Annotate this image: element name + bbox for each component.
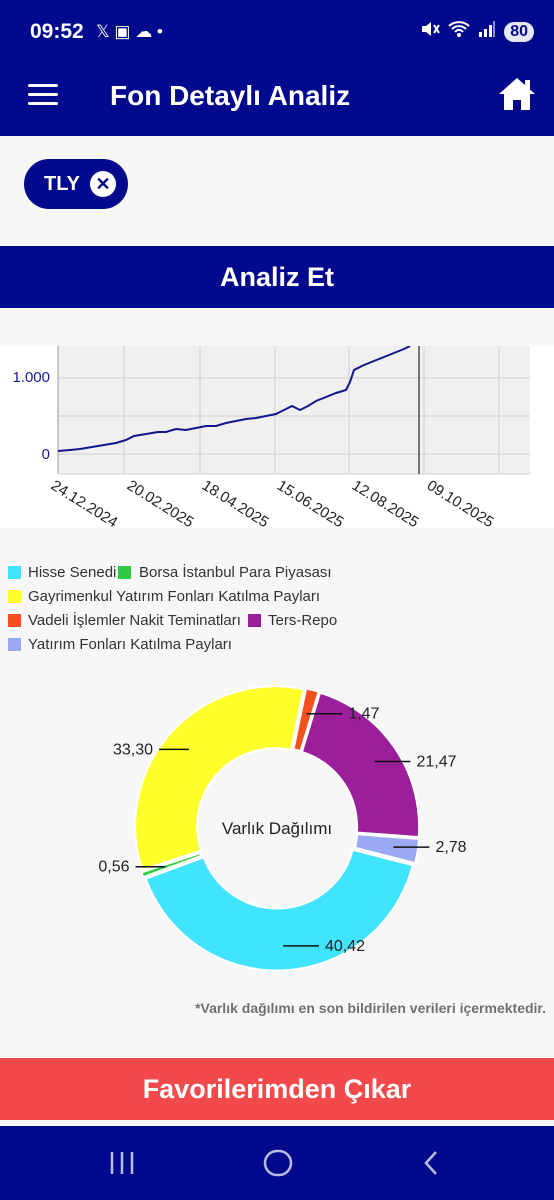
x-tick-label: 15.06.2025 [274, 477, 347, 528]
battery-indicator: 80 [504, 21, 534, 42]
status-bar: 09:52 𝕏 ▣ ☁ • 80 [0, 0, 554, 64]
legend-swatch [8, 590, 21, 603]
price-series-line [57, 345, 411, 452]
donut-slice[interactable] [144, 848, 414, 972]
legend-label: Borsa İstanbul Para Piyasası [139, 564, 332, 581]
legend-label: Ters-Repo [268, 612, 338, 629]
legend-item[interactable]: Vadeli İşlemler Nakit Teminatları [8, 612, 241, 629]
legend-label: Vadeli İşlemler Nakit Teminatları [28, 612, 241, 629]
slice-value-label: 2,78 [435, 839, 466, 856]
back-icon[interactable] [414, 1146, 454, 1180]
donut-svg: 40,42 0,56 33,30 1,47 21,47 2,78 Varlık Dağıl… [98, 685, 467, 972]
circle-home-icon[interactable] [258, 1146, 298, 1180]
legend-item[interactable]: Hisse Senedi [8, 564, 116, 581]
x-tick-label: 12.08.2025 [349, 477, 422, 528]
y-tick-label: 1.000 [12, 369, 50, 386]
remove-favorite-button[interactable]: Favorilerimden Çıkar [0, 1058, 554, 1120]
fund-chip[interactable]: TLY ✕ [24, 159, 128, 209]
slice-value-label: 21,47 [416, 753, 456, 770]
close-icon[interactable]: ✕ [90, 171, 116, 197]
home-icon[interactable] [496, 74, 538, 119]
recents-icon[interactable] [104, 1146, 144, 1180]
price-line-chart: 1.000 0 24.12.2024 20.02.2025 18.04.2025… [0, 345, 554, 531]
system-icons: 80 [420, 20, 534, 43]
legend-swatch [8, 638, 21, 651]
donut-slice[interactable] [292, 687, 320, 753]
donut-slice[interactable] [300, 691, 421, 839]
legend-swatch [118, 566, 131, 579]
page-title: Fon Detaylı Analiz [110, 80, 351, 111]
legend-label: Gayrimenkul Yatırım Fonları Katılma Payl… [28, 588, 321, 605]
fund-chip-label: TLY [44, 172, 80, 195]
donut-center-label: Varlık Dağılımı [222, 819, 332, 838]
legend-label: Yatırım Fonları Katılma Payları [28, 636, 232, 653]
grid-lines [58, 346, 530, 475]
legend-swatch [248, 614, 261, 627]
app-bar: Fon Detaylı Analiz [0, 64, 554, 136]
mute-icon [420, 20, 441, 43]
y-tick-label: 0 [42, 446, 50, 463]
x-tick-label: 18.04.2025 [199, 477, 272, 528]
legend-item[interactable]: Ters-Repo [248, 612, 337, 629]
plot-area [58, 346, 530, 474]
legend-label: Hisse Senedi [28, 564, 117, 581]
legend-item[interactable]: Borsa İstanbul Para Piyasası [118, 564, 332, 581]
x-tick-label: 09.10.2025 [424, 477, 497, 528]
legend-swatch [8, 614, 21, 627]
notification-icons: 𝕏 ▣ ☁ • [96, 22, 163, 41]
selected-fund-area: TLY ✕ [0, 136, 554, 246]
x-tick-label: 20.02.2025 [124, 477, 197, 528]
legend-item[interactable]: Yatırım Fonları Katılma Payları [8, 636, 232, 653]
line-chart-svg: 1.000 0 24.12.2024 20.02.2025 18.04.2025… [12, 345, 530, 531]
legend-swatch [8, 566, 21, 579]
legend-item[interactable]: Gayrimenkul Yatırım Fonları Katılma Payl… [8, 588, 320, 605]
system-nav-bar [0, 1126, 554, 1200]
x-tick-label: 24.12.2024 [48, 477, 121, 528]
slice-value-label: 0,56 [98, 859, 129, 876]
hamburger-menu-icon[interactable] [28, 84, 58, 108]
slice-value-label: 1,47 [348, 706, 379, 723]
slice-value-label: 40,42 [325, 938, 365, 955]
signal-icon [478, 20, 496, 43]
wifi-icon [448, 20, 470, 43]
analyze-button[interactable]: Analiz Et [0, 246, 554, 308]
donut-slice[interactable] [140, 851, 203, 879]
donut-slice[interactable] [134, 685, 305, 872]
slice-value-label: 33,30 [113, 741, 153, 758]
footnote: *Varlık dağılımı en son bildirilen veril… [195, 1000, 546, 1016]
asset-allocation-donut: 40,42 0,56 33,30 1,47 21,47 2,78 Varlık Dağıl… [0, 664, 554, 984]
status-time: 09:52 [30, 20, 84, 43]
